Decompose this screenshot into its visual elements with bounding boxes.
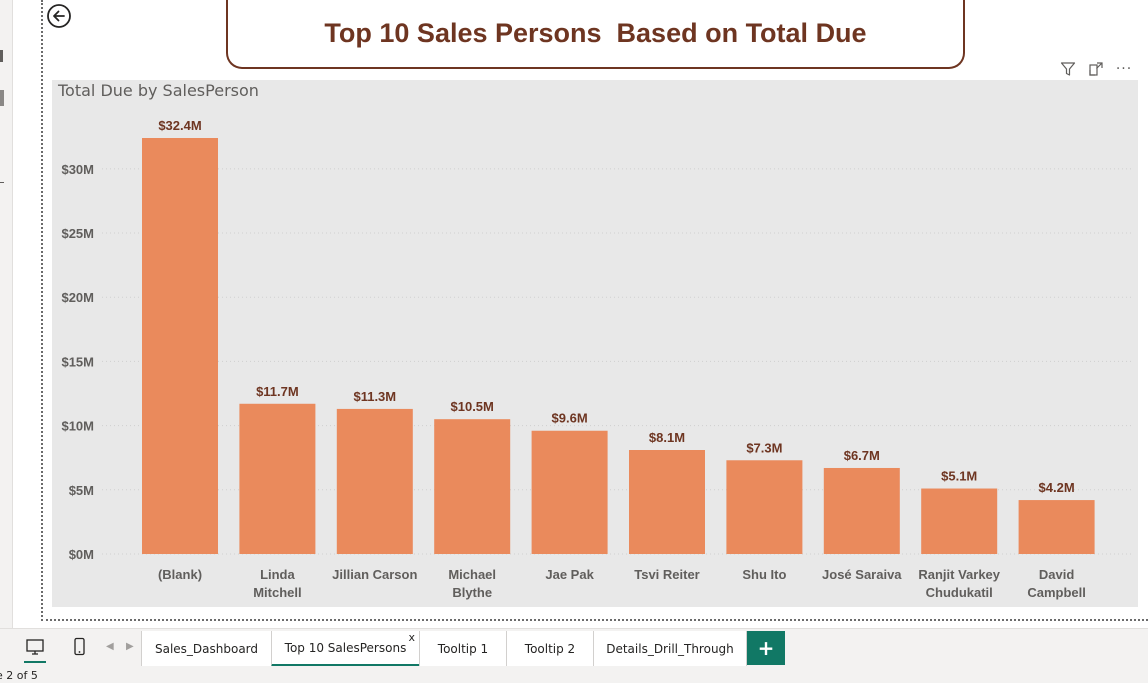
bar[interactable] xyxy=(336,408,413,554)
bar[interactable] xyxy=(921,488,998,554)
x-tick-label: (Blank) xyxy=(158,567,202,582)
data-label: $11.7M xyxy=(256,384,299,399)
tab-tooltip-2[interactable]: Tooltip 2 xyxy=(506,631,594,667)
data-label: $7.3M xyxy=(746,440,782,455)
tab-close-icon[interactable]: x xyxy=(408,631,415,644)
desktop-view-icon[interactable] xyxy=(23,635,47,659)
data-label: $32.4M xyxy=(158,118,201,133)
status-bar: e 2 of 5 xyxy=(0,666,1148,683)
tab-sales-dashboard[interactable]: Sales_Dashboard xyxy=(141,631,272,667)
data-label: $8.1M xyxy=(649,430,685,445)
y-tick-label: $0M xyxy=(69,547,94,562)
x-tick-label: David Campbell xyxy=(1027,567,1086,600)
back-arrow-icon[interactable] xyxy=(46,3,72,29)
left-pane xyxy=(0,0,13,628)
pane-divider xyxy=(0,182,4,183)
bar[interactable] xyxy=(629,450,705,554)
tab-label: Sales_Dashboard xyxy=(154,642,259,656)
report-title: Top 10 Sales Persons Based on Total Due xyxy=(324,18,867,48)
add-page-button[interactable]: + xyxy=(747,631,785,665)
tab-details-drill-through[interactable]: Details_Drill_Through xyxy=(593,631,747,667)
data-label: $10.5M xyxy=(451,399,494,414)
bar[interactable] xyxy=(434,419,511,554)
visual-header-toolbar: ··· xyxy=(1059,60,1133,78)
y-tick-label: $20M xyxy=(61,290,94,305)
data-label: $9.6M xyxy=(552,411,588,426)
chart-title: Total Due by SalesPerson xyxy=(58,81,259,100)
tab-label: Details_Drill_Through xyxy=(606,642,734,656)
tab-top-10-salespersons[interactable]: Top 10 SalesPersons x xyxy=(271,631,420,667)
tab-label: Top 10 SalesPersons xyxy=(284,640,407,655)
bar-chart-visual[interactable]: Total Due by SalesPerson $0M $5M $10M $15M $… xyxy=(52,80,1138,607)
x-tick-label: Jae Pak xyxy=(545,567,594,582)
x-tick-label: Tsvi Reiter xyxy=(634,567,700,582)
more-options-icon[interactable]: ··· xyxy=(1115,60,1133,78)
x-tick-label: Jillian Carson xyxy=(332,567,417,582)
y-tick-label: $5M xyxy=(69,483,94,498)
desktop-view-underline xyxy=(24,661,46,663)
report-title-box: Top 10 Sales Persons Based on Total Due xyxy=(226,0,965,69)
chevron-left-icon[interactable]: ◀ xyxy=(106,641,114,652)
data-label: $11.3M xyxy=(353,389,396,404)
bar[interactable] xyxy=(239,403,316,554)
data-label: $6.7M xyxy=(844,448,880,463)
y-tick-label: $10M xyxy=(61,419,94,434)
x-tick-label: José Saraiva xyxy=(822,567,902,582)
y-tick-label: $30M xyxy=(61,162,94,177)
data-label: $5.1M xyxy=(941,469,977,484)
pane-handle-2[interactable] xyxy=(0,90,4,106)
bar[interactable] xyxy=(726,460,803,554)
tab-label: Tooltip 2 xyxy=(524,642,576,656)
x-tick-label: Ranjit Varkey Chudukatil xyxy=(918,567,1000,600)
bar-chart-svg: $0M $5M $10M $15M $20M $25M $30M $32.4M (Blank) $… xyxy=(61,118,1132,600)
y-tick-label: $15M xyxy=(61,354,94,369)
mobile-view-icon[interactable] xyxy=(67,635,91,659)
pane-handle[interactable] xyxy=(0,50,3,62)
x-tick-label: Shu Ito xyxy=(742,567,786,582)
x-tick-label: Linda Mitchell xyxy=(253,567,301,600)
page-tab-bar: ◀ ▶ Sales_Dashboard Top 10 SalesPersons … xyxy=(0,628,1148,667)
filter-icon[interactable] xyxy=(1059,60,1077,78)
chevron-right-icon[interactable]: ▶ xyxy=(126,641,134,652)
x-tick-label: Michael Blythe xyxy=(448,567,496,600)
tab-label: Tooltip 1 xyxy=(437,642,489,656)
focus-mode-icon[interactable] xyxy=(1087,60,1105,78)
page-indicator: e 2 of 5 xyxy=(0,669,38,682)
more-options-label: ··· xyxy=(1115,61,1133,77)
data-label: $4.2M xyxy=(1039,480,1075,495)
tab-tooltip-1[interactable]: Tooltip 1 xyxy=(419,631,507,667)
bar[interactable] xyxy=(142,138,218,554)
bar[interactable] xyxy=(531,430,608,554)
bar[interactable] xyxy=(823,467,900,554)
bar[interactable] xyxy=(1018,500,1095,554)
y-tick-label: $25M xyxy=(61,226,94,241)
